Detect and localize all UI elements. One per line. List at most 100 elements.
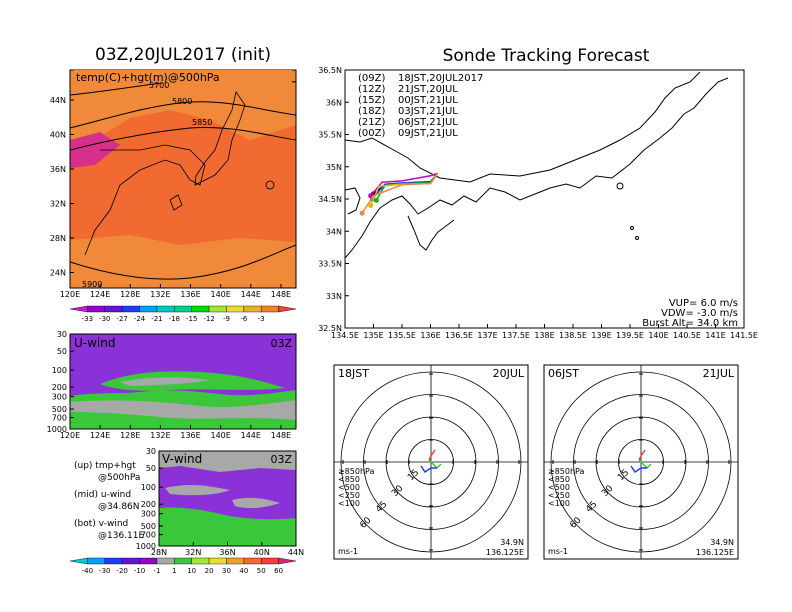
uwind-lon-label: 140E	[211, 431, 231, 440]
wind-colorbar-label: 60	[274, 567, 283, 575]
uwind-pres-label: 100	[52, 366, 67, 375]
tracking-lat-label: 35N	[326, 163, 342, 172]
temp-colorbar-label: -30	[99, 315, 110, 323]
tracking-lat-label: 33.5N	[318, 260, 342, 269]
sonde-track	[361, 172, 439, 214]
coast-shikoku	[345, 187, 361, 215]
uwind-pres-label: 50	[57, 347, 67, 356]
launch-legend-time: 21JST,20JUL	[398, 84, 458, 95]
uwind-lon-label: 120E	[60, 431, 80, 440]
param-vdw: VDW= -3.0 m/s	[661, 308, 738, 319]
hodograph-level-label: <850	[548, 475, 570, 484]
map-lon-label: 132E	[150, 290, 170, 299]
vwind-field-patch	[232, 497, 280, 509]
wind-colorbar-label: -1	[153, 567, 160, 575]
vwind-label: V-wind	[162, 452, 202, 466]
tracking-lon-label: 135.5E	[388, 331, 416, 340]
map-lon-label: 136E	[180, 290, 200, 299]
section-legend-sub: @500hPa	[98, 473, 140, 483]
map-lat-label: 36N	[50, 165, 66, 174]
temp-colorbar-label: -15	[186, 315, 197, 323]
uwind-lon-label: 144E	[241, 431, 261, 440]
map-lon-label: 128E	[120, 290, 140, 299]
uwind-time: 03Z	[270, 337, 292, 350]
section-legend: (up) tmp+hgt @500hPa (mid) u-wind @34.86N (b…	[74, 461, 144, 541]
hodograph-level-label: <100	[338, 499, 360, 508]
tracking-lat-label: 36N	[326, 98, 342, 107]
section-legend-sub: @136.11E	[98, 531, 144, 541]
uwind-lon-label: 128E	[120, 431, 140, 440]
vwind-pres-label: 30	[146, 447, 156, 456]
temp-colorbar-swatch	[261, 305, 279, 313]
hodograph-date: 20JUL	[493, 367, 525, 380]
map-lon-label: 148E	[271, 290, 291, 299]
wind-colorbar-label: 20	[205, 567, 214, 575]
wind-colorbar-label: -20	[116, 567, 127, 575]
contour-label-5800: 5800	[172, 97, 192, 106]
hodograph-trace	[428, 449, 436, 461]
map-label-bg	[74, 70, 292, 83]
map-lon-label: 140E	[211, 290, 231, 299]
hodograph-level-label: ≥850hPa	[548, 467, 585, 476]
coastline-island	[265, 180, 275, 190]
launch-legend-time: 18JST,20JUL2017	[398, 73, 483, 84]
tracking-lat-label: 34.5N	[318, 195, 342, 204]
map-label: temp(C)+hgt(m)@500hPa	[76, 71, 220, 84]
tracking-lon-label: 139E	[591, 331, 611, 340]
tracking-lat-label: 33N	[326, 292, 342, 301]
vwind-lat-label: 28N	[151, 548, 167, 557]
sonde-tracks	[359, 172, 439, 216]
vwind-pres-label: 500	[141, 522, 156, 531]
wind-colorbar-label: -10	[134, 567, 145, 575]
hodograph-unit: ms-1	[548, 547, 568, 556]
hodograph-lat: 34.9N	[500, 538, 524, 547]
wind-colorbar-label: 10	[187, 567, 196, 575]
uwind-field-low	[70, 414, 296, 429]
wind-colorbar-swatch	[174, 557, 192, 565]
vwind-pres-label: 200	[141, 500, 156, 509]
hodograph-level-label: <250	[548, 491, 570, 500]
uwind-lon-label: 148E	[271, 431, 291, 440]
map-lat-label: 44N	[50, 96, 66, 105]
section-legend-line: (up) tmp+hgt	[74, 461, 136, 471]
wind-colorbar-swatch	[278, 557, 297, 565]
sonde-landing-point	[368, 202, 374, 208]
hodograph-level-label: ≥850hPa	[338, 467, 375, 476]
wind-colorbar-label: 40	[239, 567, 248, 575]
tracking-lon-label: 141E	[705, 331, 725, 340]
coast-honshu-north	[345, 71, 701, 183]
wind-colorbar-label: -30	[99, 567, 110, 575]
sonde-landing-point	[359, 210, 365, 216]
tracking-lon-label: 134.5E	[331, 331, 359, 340]
vwind-field-top	[159, 451, 296, 472]
left-panel-title: 03Z,20JUL2017 (init)	[95, 45, 271, 65]
launch-legend-time: 03JST,21JUL	[398, 106, 458, 117]
coastline-asia	[84, 144, 206, 256]
uwind-pres-label: 300	[52, 393, 67, 402]
island-3	[635, 236, 639, 240]
launch-legend-code: (12Z)	[358, 84, 385, 95]
temp-colorbar-label: -6	[240, 315, 248, 323]
hodograph-level-label: <500	[548, 483, 570, 492]
wind-colorbar-swatch	[208, 557, 227, 565]
wind-colorbar-label: 1	[172, 567, 176, 575]
launch-legend: (09Z) 18JST,20JUL2017 (12Z) 21JST,20JUL (15Z…	[358, 73, 483, 139]
param-burst: Burst Alt= 34.0 km	[642, 318, 738, 329]
island-2	[630, 226, 634, 230]
coast-honshu-south	[345, 77, 729, 259]
temp-colorbar-label: -27	[116, 315, 127, 323]
launch-legend-code: (00Z)	[358, 128, 385, 139]
vwind-field-mid	[165, 484, 230, 496]
vwind-section	[159, 451, 296, 546]
sonde-landing-point	[373, 197, 379, 203]
tracking-lon-label: 140.5E	[673, 331, 701, 340]
launch-legend-code: (21Z)	[358, 117, 385, 128]
tracking-lon-ticks: 134.5E 135E 135.5E 136E 136.5E 137E 137.5E 138E…	[331, 324, 758, 340]
wind-colorbar-swatch	[261, 557, 279, 565]
vwind-pres-label: 300	[141, 510, 156, 519]
vwind-pres-label: 100	[141, 483, 156, 492]
temp-colorbar-swatch	[174, 305, 192, 313]
tracking-lon-label: 138.5E	[559, 331, 587, 340]
contour-5850	[70, 126, 296, 151]
